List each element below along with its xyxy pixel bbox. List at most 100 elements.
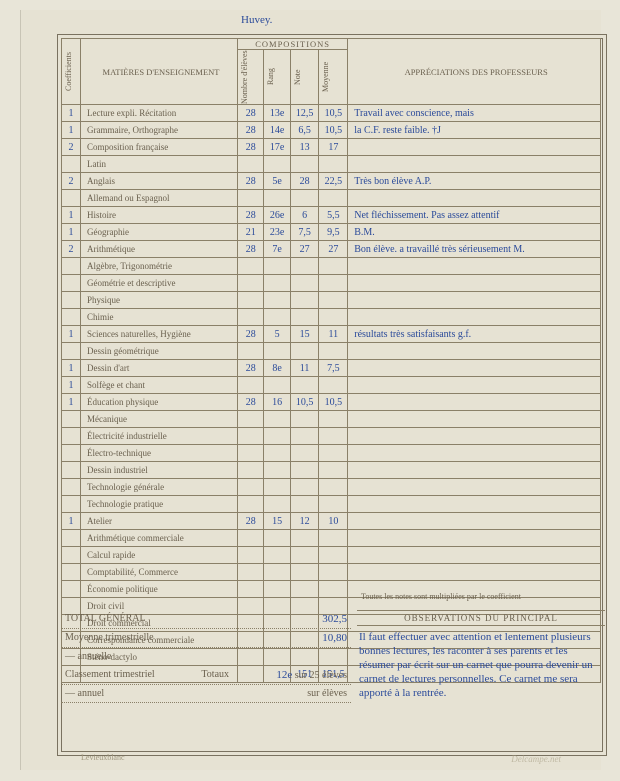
cell-appreciation: Bon élève. a travaillé très sérieusement… [348, 241, 601, 258]
cell-moy [319, 190, 348, 207]
cell-appreciation [348, 479, 601, 496]
cell-rang [264, 530, 290, 547]
cell-coef [62, 343, 81, 360]
cell-moy: 10,5 [319, 394, 348, 411]
observations-text: Il faut effectuer avec attention et lent… [357, 626, 605, 704]
cell-nb [238, 411, 264, 428]
cell-coef: 1 [62, 122, 81, 139]
cell-note: 6,5 [290, 122, 319, 139]
moyenne-trim-label: Moyenne trimestrielle [65, 632, 154, 644]
cell-note [290, 462, 319, 479]
cell-coef [62, 258, 81, 275]
cell-moy [319, 462, 348, 479]
cell-moy: 10,5 [319, 122, 348, 139]
cell-coef: 1 [62, 207, 81, 224]
cell-coef [62, 462, 81, 479]
class-ann-sur: sur élèves [307, 688, 347, 699]
table-row: Électro-technique [62, 445, 601, 462]
cell-moy: 9,5 [319, 224, 348, 241]
cell-rang [264, 496, 290, 513]
cell-nb [238, 292, 264, 309]
cell-rang [264, 275, 290, 292]
table-row: 1Géographie2123e7,59,5 B.M. [62, 224, 601, 241]
cell-note [290, 564, 319, 581]
cell-subject: Allemand ou Espagnol [81, 190, 238, 207]
grades-table: Coefficients MATIÈRES D'ENSEIGNEMENT COM… [61, 38, 601, 683]
cell-rang: 5 [264, 326, 290, 343]
student-name: Huvey. [241, 14, 272, 26]
cell-note [290, 530, 319, 547]
total-general-value: 302,5 [322, 613, 347, 625]
table-row: 2Composition française2817e1317 [62, 139, 601, 156]
cell-appreciation [348, 309, 601, 326]
header-moy: Moyenne [321, 50, 335, 104]
cell-note: 12,5 [290, 105, 319, 122]
observations-block: OBSERVATIONS DU PRINCIPAL Il faut effect… [357, 610, 605, 704]
cell-nb: 28 [238, 173, 264, 190]
moyenne-trim-value: 10,80 [322, 632, 347, 644]
cell-rang [264, 479, 290, 496]
cell-rang: 7e [264, 241, 290, 258]
header-matieres: MATIÈRES D'ENSEIGNEMENT [81, 39, 238, 105]
report-card-page: Huvey. Coefficients MATIÈRES D'ENSEIGNEM… [20, 10, 601, 770]
cell-rang: 26e [264, 207, 290, 224]
cell-note: 11 [290, 360, 319, 377]
cell-coef [62, 156, 81, 173]
cell-subject: Anglais [81, 173, 238, 190]
cell-subject: Grammaire, Orthographe [81, 122, 238, 139]
cell-note [290, 411, 319, 428]
cell-rang: 17e [264, 139, 290, 156]
cell-note [290, 479, 319, 496]
cell-nb [238, 275, 264, 292]
cell-moy [319, 581, 348, 598]
cell-coef [62, 275, 81, 292]
cell-rang: 5e [264, 173, 290, 190]
cell-coef [62, 530, 81, 547]
cell-appreciation [348, 292, 601, 309]
cell-rang [264, 547, 290, 564]
cell-rang: 16 [264, 394, 290, 411]
cell-rang [264, 377, 290, 394]
cell-subject: Solfège et chant [81, 377, 238, 394]
cell-nb [238, 496, 264, 513]
cell-nb [238, 479, 264, 496]
cell-appreciation [348, 258, 601, 275]
cell-subject: Chimie [81, 309, 238, 326]
cell-coef: 1 [62, 326, 81, 343]
cell-nb: 28 [238, 207, 264, 224]
table-row: 1Dessin d'art288e117,5 [62, 360, 601, 377]
cell-moy [319, 530, 348, 547]
cell-appreciation: Net fléchissement. Pas assez attentif [348, 207, 601, 224]
cell-subject: Électro-technique [81, 445, 238, 462]
cell-coef [62, 581, 81, 598]
cell-note [290, 275, 319, 292]
table-row: 1Éducation physique281610,510,5 [62, 394, 601, 411]
cell-nb [238, 377, 264, 394]
cell-nb: 28 [238, 122, 264, 139]
table-row: Technologie générale [62, 479, 601, 496]
cell-note [290, 428, 319, 445]
cell-coef [62, 496, 81, 513]
cell-moy [319, 258, 348, 275]
cell-coef [62, 564, 81, 581]
cell-moy [319, 547, 348, 564]
cell-moy [319, 564, 348, 581]
cell-coef: 1 [62, 394, 81, 411]
cell-appreciation [348, 275, 601, 292]
cell-note [290, 292, 319, 309]
cell-nb [238, 445, 264, 462]
cell-note: 28 [290, 173, 319, 190]
cell-note: 6 [290, 207, 319, 224]
cell-rang [264, 343, 290, 360]
cell-coef [62, 479, 81, 496]
cell-rang [264, 462, 290, 479]
cell-appreciation [348, 564, 601, 581]
cell-coef: 2 [62, 139, 81, 156]
cell-nb [238, 190, 264, 207]
table-row: 1Lecture expli. Récitation2813e12,510,5T… [62, 105, 601, 122]
cell-nb [238, 428, 264, 445]
table-row: 1Sciences naturelles, Hygiène2851511résu… [62, 326, 601, 343]
cell-appreciation [348, 513, 601, 530]
totals-block: TOTAL GÉNÉRAL 302,5 Moyenne trimestriell… [61, 610, 351, 703]
observations-title: OBSERVATIONS DU PRINCIPAL [357, 610, 605, 626]
